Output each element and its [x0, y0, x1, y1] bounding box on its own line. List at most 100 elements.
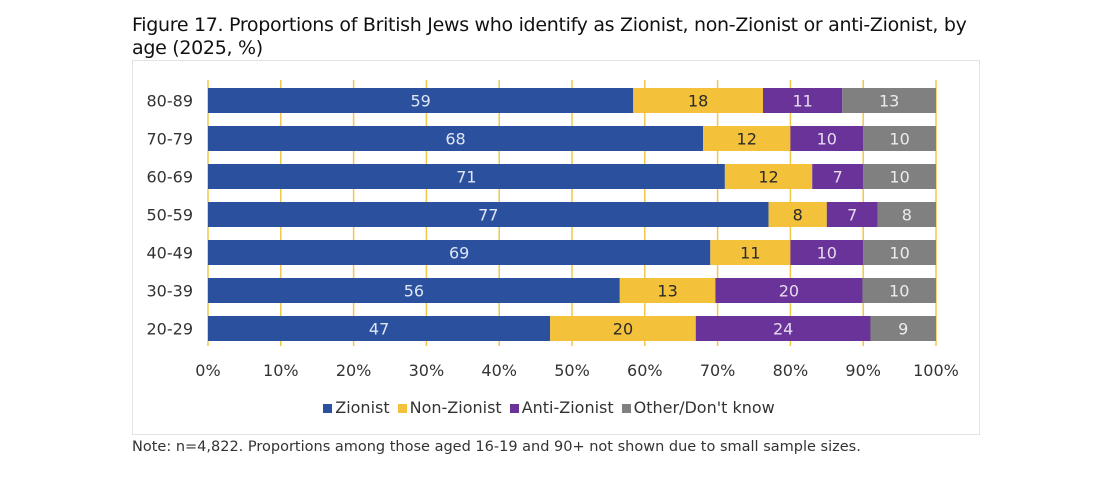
- x-tick-label: 90%: [845, 361, 881, 380]
- data-label: 68: [445, 130, 465, 149]
- x-tick-label: 70%: [700, 361, 736, 380]
- data-label: 47: [369, 320, 389, 339]
- data-label: 7: [847, 206, 857, 225]
- bar-segment-other-don-t-know: [870, 316, 936, 341]
- bar-segment-zionist: [208, 88, 634, 113]
- bar-row-20-29: 47 20 24 9: [208, 316, 936, 341]
- bar-segment-zionist: [208, 316, 551, 341]
- x-tick-label: 10%: [263, 361, 299, 380]
- bar-segment-anti-zionist: [826, 202, 878, 227]
- data-label: 10: [817, 130, 837, 149]
- bar-segment-other-don-t-know: [863, 240, 936, 265]
- bar-segment-anti-zionist: [695, 316, 871, 341]
- bar-segment-non-zionist: [724, 164, 813, 189]
- data-label: 12: [737, 130, 757, 149]
- y-axis-labels: 80-89 70-79 60-69 50-59 40-49 30-39 20-29: [147, 92, 194, 339]
- bar-segment-anti-zionist: [812, 164, 864, 189]
- bar-segment-non-zionist: [703, 126, 791, 151]
- bar-segment-non-zionist: [550, 316, 696, 341]
- data-label: 9: [898, 320, 908, 339]
- legend-label: Non-Zionist: [409, 398, 502, 417]
- data-label: 8: [793, 206, 803, 225]
- x-tick-label: 100%: [913, 361, 959, 380]
- y-tick-label: 80-89: [147, 92, 194, 111]
- x-tick-label: 0%: [195, 361, 220, 380]
- y-tick-label: 30-39: [147, 282, 194, 301]
- bars: 59 18 11 13 68 12 10 10 71 12 7 10 77 8 7 8 69 11 10 10 56 13…: [208, 88, 936, 341]
- bar-row-40-49: 69 11 10 10: [208, 240, 936, 265]
- bar-segment-other-don-t-know: [862, 278, 936, 303]
- chart-title: Figure 17. Proportions of British Jews w…: [132, 14, 967, 59]
- x-tick-label: 30%: [409, 361, 445, 380]
- x-axis-labels: 0% 10% 20% 30% 40% 50% 60% 70% 80% 90% 100%: [195, 361, 959, 380]
- chart-note: Note: n=4,822. Proportions among those a…: [132, 439, 861, 455]
- legend-swatch: [397, 404, 407, 413]
- bar-segment-non-zionist: [710, 240, 791, 265]
- bar-segment-anti-zionist: [715, 278, 863, 303]
- data-label: 7: [833, 168, 843, 187]
- bar-segment-zionist: [208, 240, 711, 265]
- y-tick-label: 20-29: [147, 320, 194, 339]
- legend: Zionist Non-Zionist Anti-Zionist Other/Don'…: [0, 398, 1098, 417]
- data-label: 20: [613, 320, 633, 339]
- y-tick-label: 40-49: [147, 244, 194, 263]
- legend-swatch: [509, 404, 519, 413]
- data-label: 8: [902, 206, 912, 225]
- bar-row-50-59: 77 8 7 8: [208, 202, 936, 227]
- bar-segment-zionist: [208, 164, 725, 189]
- legend-item: Non-Zionist: [397, 398, 502, 417]
- x-tick-label: 40%: [481, 361, 517, 380]
- bar-segment-non-zionist: [619, 278, 716, 303]
- bar-row-70-79: 68 12 10 10: [208, 126, 936, 151]
- legend-swatch: [323, 404, 333, 413]
- bar-segment-anti-zionist: [790, 126, 864, 151]
- data-label: 12: [758, 168, 778, 187]
- data-label: 71: [456, 168, 476, 187]
- x-tick-label: 50%: [554, 361, 590, 380]
- legend-item: Other/Don't know: [621, 398, 775, 417]
- data-label: 10: [889, 168, 909, 187]
- data-label: 77: [478, 206, 498, 225]
- chart-frame: [132, 60, 980, 435]
- x-tick-label: 80%: [773, 361, 809, 380]
- x-tick-label: 20%: [336, 361, 372, 380]
- bar-segment-zionist: [208, 202, 769, 227]
- x-tick-label: 60%: [627, 361, 663, 380]
- legend-item: Anti-Zionist: [509, 398, 614, 417]
- bar-segment-other-don-t-know: [863, 126, 936, 151]
- bar-segment-other-don-t-know: [863, 164, 936, 189]
- bar-segment-anti-zionist: [790, 240, 864, 265]
- data-label: 11: [740, 244, 760, 263]
- data-label: 10: [889, 244, 909, 263]
- data-label: 10: [889, 130, 909, 149]
- data-label: 59: [410, 92, 430, 111]
- y-tick-label: 60-69: [147, 168, 194, 187]
- data-label: 20: [779, 282, 799, 301]
- data-label: 69: [449, 244, 469, 263]
- y-tick-label: 70-79: [147, 130, 194, 149]
- data-label: 18: [688, 92, 708, 111]
- bar-segment-zionist: [208, 126, 704, 151]
- legend-label: Other/Don't know: [633, 398, 775, 417]
- data-label: 10: [817, 244, 837, 263]
- data-label: 56: [404, 282, 424, 301]
- legend-item: Zionist: [323, 398, 390, 417]
- legend-swatch: [621, 404, 631, 413]
- data-label: 13: [657, 282, 677, 301]
- bar-segment-non-zionist: [768, 202, 827, 227]
- legend-label: Zionist: [335, 398, 390, 417]
- bar-segment-other-don-t-know: [842, 88, 936, 113]
- data-label: 10: [889, 282, 909, 301]
- bar-segment-anti-zionist: [763, 88, 843, 113]
- y-tick-label: 50-59: [147, 206, 194, 225]
- legend-label: Anti-Zionist: [521, 398, 614, 417]
- bar-row-60-69: 71 12 7 10: [208, 164, 936, 189]
- data-label: 11: [792, 92, 812, 111]
- bar-segment-non-zionist: [633, 88, 764, 113]
- bar-row-30-39: 56 13 20 10: [208, 278, 936, 303]
- bar-segment-zionist: [208, 278, 620, 303]
- bar-segment-other-don-t-know: [877, 202, 936, 227]
- bar-row-80-89: 59 18 11 13: [208, 88, 936, 113]
- data-label: 24: [773, 320, 793, 339]
